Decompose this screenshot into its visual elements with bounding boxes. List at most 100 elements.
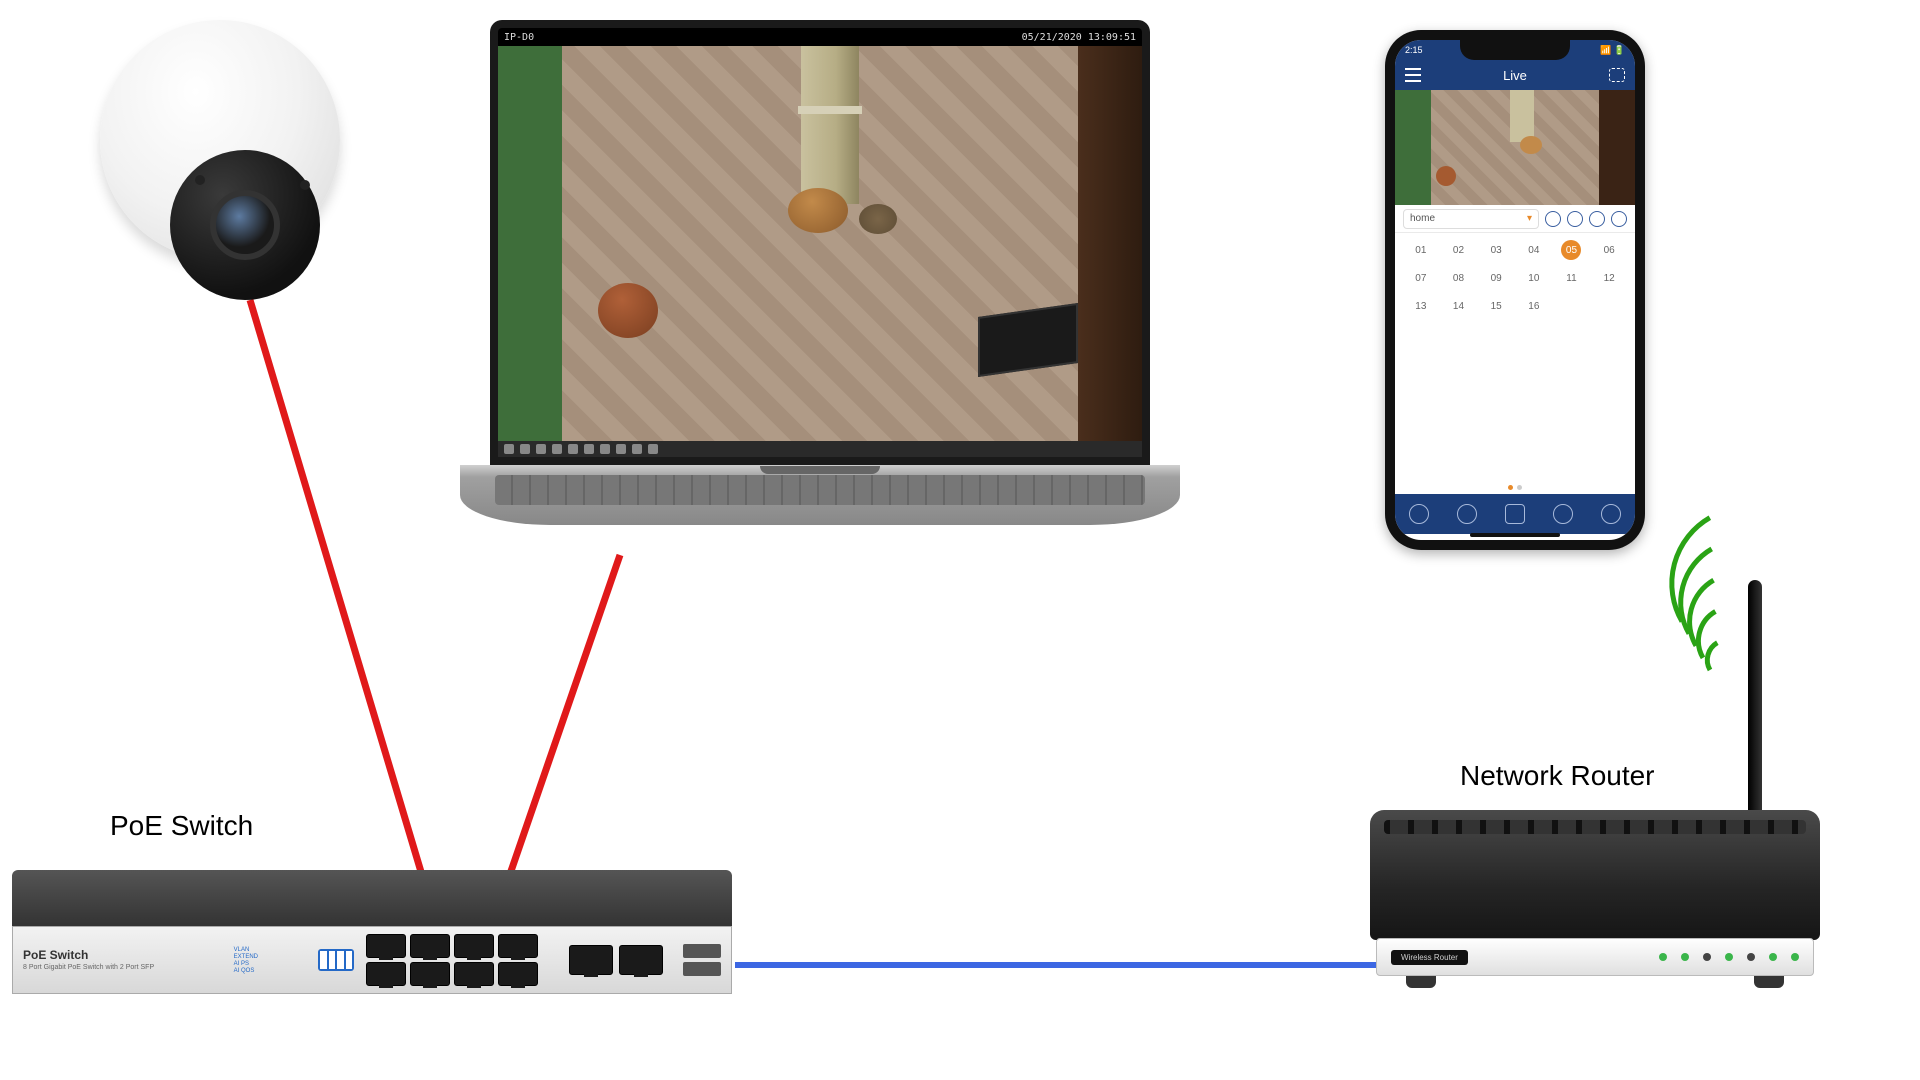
app-header: Live xyxy=(1395,60,1635,90)
switch-model-sub: 8 Port Gigabit PoE Switch with 2 Port SF… xyxy=(23,963,222,972)
poe-switch-label: PoE Switch xyxy=(110,810,253,842)
feed-pot xyxy=(598,283,658,338)
viewer-taskbar xyxy=(498,441,1142,457)
channel-cell[interactable]: 08 xyxy=(1441,265,1477,291)
phone-home-indicator xyxy=(1395,534,1635,540)
camera-ir-led xyxy=(300,180,310,190)
record-icon[interactable] xyxy=(1553,504,1573,524)
speaker-icon[interactable] xyxy=(1457,504,1477,524)
layout-icon[interactable] xyxy=(1545,211,1561,227)
location-dropdown[interactable]: home ▾ xyxy=(1403,209,1539,229)
prev-icon[interactable] xyxy=(1567,211,1583,227)
feed-pot xyxy=(788,188,848,233)
uplink-port xyxy=(569,945,613,975)
ethernet-port xyxy=(366,934,406,958)
toggle-label: AI QOS xyxy=(234,968,306,974)
sfp-port xyxy=(683,944,721,958)
camera-ir-led xyxy=(195,175,205,185)
channel-cell[interactable]: 07 xyxy=(1403,265,1439,291)
laptop-trackpad-notch xyxy=(760,466,880,474)
network-diagram: PoE Switch Network Router IP-D0 05/21/20… xyxy=(0,0,1920,1080)
phone-screen: 2:15 📶 🔋 Live home ▾ 01020 xyxy=(1395,40,1635,540)
channel-cell[interactable]: 04 xyxy=(1516,237,1552,263)
channel-cell[interactable]: 12 xyxy=(1591,265,1627,291)
phone-notch xyxy=(1460,40,1570,60)
channel-cell[interactable]: 13 xyxy=(1403,293,1439,319)
channel-cell[interactable]: 11 xyxy=(1554,265,1590,291)
router-led xyxy=(1659,953,1667,961)
ethernet-port xyxy=(454,934,494,958)
ethernet-port xyxy=(498,962,538,986)
switch-uplink-ports xyxy=(569,945,663,975)
poe-switch: PoE Switch 8 Port Gigabit PoE Switch wit… xyxy=(12,870,732,1000)
laptop-screen-frame: IP-D0 05/21/2020 13:09:51 xyxy=(490,20,1150,465)
smartphone: 2:15 📶 🔋 Live home ▾ 01020 xyxy=(1385,30,1645,550)
switch-label-area: PoE Switch 8 Port Gigabit PoE Switch wit… xyxy=(23,948,222,973)
ethernet-port xyxy=(454,962,494,986)
toggle-label: AI PS xyxy=(234,961,306,967)
cable-camera-to-switch xyxy=(250,300,439,932)
camera-feed-timestamp: 05/21/2020 13:09:51 xyxy=(1022,32,1136,43)
ethernet-port xyxy=(410,934,450,958)
network-router-label: Network Router xyxy=(1460,760,1655,792)
router-feet xyxy=(1376,976,1814,988)
channel-cell[interactable]: 02 xyxy=(1441,237,1477,263)
ip-dome-camera xyxy=(80,20,360,300)
channel-cell[interactable]: 15 xyxy=(1478,293,1514,319)
channel-cell[interactable]: 10 xyxy=(1516,265,1552,291)
page-dots xyxy=(1395,480,1635,494)
camera-feed-overlay: IP-D0 05/21/2020 13:09:51 xyxy=(498,28,1142,46)
router-led xyxy=(1681,953,1689,961)
router-front-panel: Wireless Router xyxy=(1376,938,1814,976)
menu-icon[interactable] xyxy=(1405,68,1421,82)
router-vents xyxy=(1384,820,1806,834)
router-antenna xyxy=(1748,580,1762,820)
feed-pot xyxy=(859,204,897,234)
network-router: Wireless Router xyxy=(1370,810,1820,1010)
laptop: IP-D0 05/21/2020 13:09:51 xyxy=(460,20,1180,560)
router-led xyxy=(1791,953,1799,961)
channel-cell[interactable]: 14 xyxy=(1441,293,1477,319)
router-body xyxy=(1370,810,1820,940)
channel-cell[interactable]: 06 xyxy=(1591,237,1627,263)
router-leds xyxy=(1659,953,1799,961)
phone-control-row: home ▾ xyxy=(1395,205,1635,233)
status-icons: 📶 🔋 xyxy=(1600,45,1625,56)
switch-top xyxy=(12,870,732,926)
next-icon[interactable] xyxy=(1589,211,1605,227)
sfp-port xyxy=(683,962,721,976)
scan-icon[interactable] xyxy=(1609,68,1625,82)
phone-camera-preview[interactable] xyxy=(1395,90,1635,205)
camera-feed xyxy=(498,46,1142,441)
router-led xyxy=(1769,953,1777,961)
dip-switch xyxy=(318,949,355,971)
toggle-label: EXTEND xyxy=(234,954,306,960)
globe-icon[interactable] xyxy=(1611,211,1627,227)
channel-cell[interactable]: 01 xyxy=(1403,237,1439,263)
ethernet-port xyxy=(410,962,450,986)
router-badge: Wireless Router xyxy=(1391,950,1468,965)
channel-cell[interactable]: 03 xyxy=(1478,237,1514,263)
grid-icon[interactable] xyxy=(1505,504,1525,524)
router-led xyxy=(1725,953,1733,961)
uplink-port xyxy=(619,945,663,975)
dropdown-label: home xyxy=(1410,213,1435,224)
switch-poe-ports xyxy=(366,934,547,986)
channel-cell[interactable]: 16 xyxy=(1516,293,1552,319)
channel-cell[interactable]: 09 xyxy=(1478,265,1514,291)
laptop-screen: IP-D0 05/21/2020 13:09:51 xyxy=(498,28,1142,457)
chevron-down-icon: ▾ xyxy=(1527,213,1532,224)
mic-icon[interactable] xyxy=(1409,504,1429,524)
switch-toggle-labels: VLANEXTENDAI PSAI QOS xyxy=(234,947,306,974)
camera-feed-id: IP-D0 xyxy=(504,32,534,43)
switch-front-panel: PoE Switch 8 Port Gigabit PoE Switch wit… xyxy=(12,926,732,994)
channel-cell[interactable]: 05 xyxy=(1561,240,1581,260)
phone-bottom-bar xyxy=(1395,494,1635,534)
status-time: 2:15 xyxy=(1405,45,1423,55)
router-led xyxy=(1703,953,1711,961)
camera-lens xyxy=(210,190,280,260)
router-led xyxy=(1747,953,1755,961)
toggle-label: VLAN xyxy=(234,947,306,953)
more-icon[interactable] xyxy=(1601,504,1621,524)
ethernet-port xyxy=(498,934,538,958)
